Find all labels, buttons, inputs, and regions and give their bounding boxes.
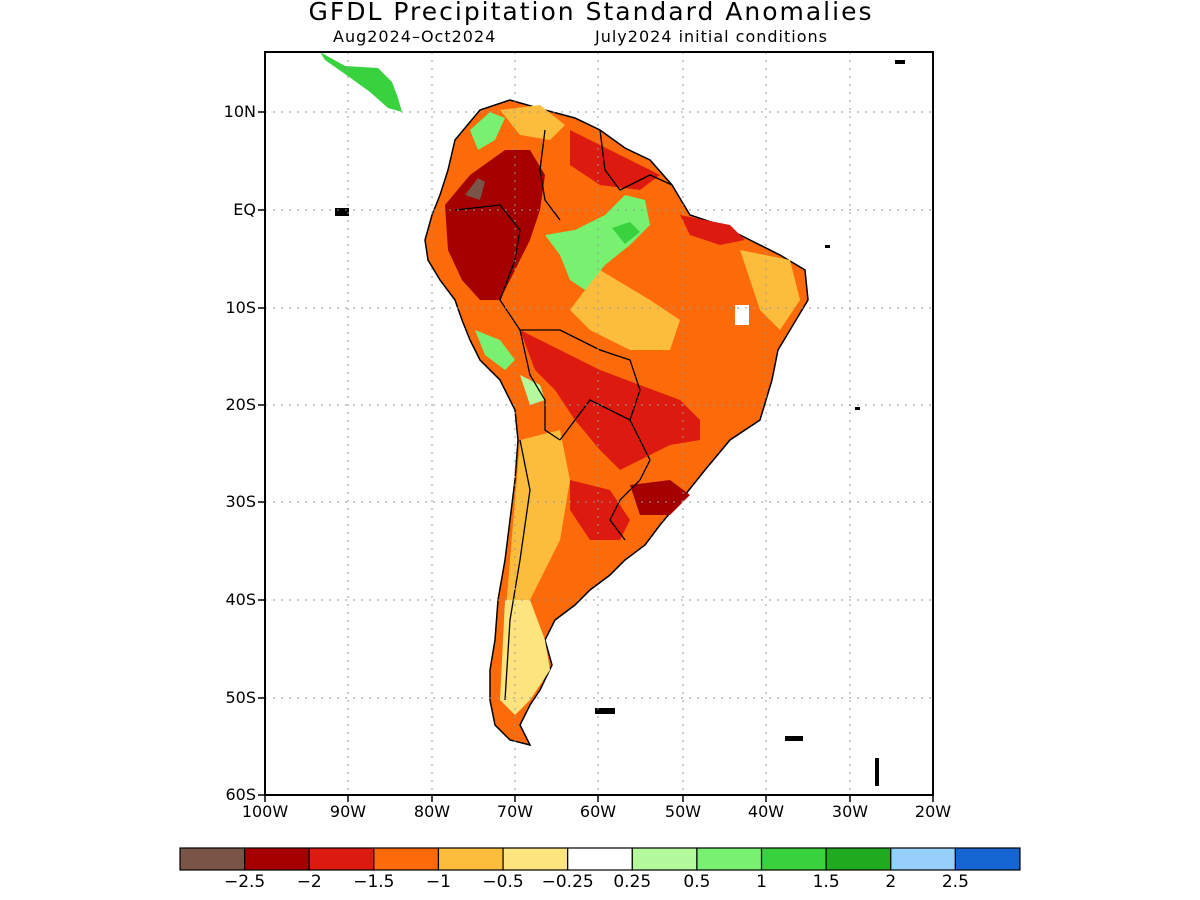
nw-amazon-dry [445,150,545,300]
colorbar-swatch [179,847,246,871]
colorbar-label: −0.25 [541,872,594,892]
lon-label: 30W [831,802,869,821]
colorbar-swatch [631,847,698,871]
lat-label: 30S [225,492,256,511]
colorbar-swatch [502,847,569,871]
lat-label: 10S [225,298,256,317]
colorbar-swatch [760,847,827,871]
colorbar [179,847,1021,871]
colorbar-label: −1.5 [353,872,395,892]
lon-label: 90W [329,802,367,821]
subtitle-period: Aug2024–Oct2024 [333,27,497,46]
colorbar-swatch [567,847,633,871]
lon-label: 60W [579,802,617,821]
colorbar-swatch [308,847,375,871]
colorbar-label: 1.5 [812,872,840,892]
subtitle-initial-conditions: July2024 initial conditions [595,27,828,46]
central-dry-band [520,330,700,470]
colorbar-label: −2.5 [223,872,266,892]
colorbar-label: −0.5 [482,872,524,892]
lon-label: 70W [496,802,534,821]
lat-label: 10N [223,102,256,121]
colorbar-label: 2.5 [941,872,969,892]
colorbar-label: 0.5 [683,872,711,892]
lat-label: 20S [225,395,256,414]
map-title: GFDL Precipitation Standard Anomalies [308,0,874,26]
colorbar-label: −2 [296,872,322,892]
amazon-wet-patch [545,195,650,290]
colorbar-swatch [890,847,956,871]
colorbar-label: 0.25 [613,872,652,892]
colorbar-swatch [244,847,310,871]
lon-label: 100W [241,802,289,821]
map-frame [264,51,934,796]
central-america-anomaly [320,52,402,112]
colorbar-swatch [954,847,1021,871]
lon-label: 80W [413,802,451,821]
lon-label: 40W [747,802,785,821]
colorbar-swatch [696,847,763,871]
colorbar-swatch [373,847,440,871]
colorbar-label: 2 [885,872,897,892]
colorbar-swatch [437,847,504,871]
lat-label: 40S [225,590,256,609]
colorbar-label: 1 [756,872,767,892]
lat-label: 50S [225,688,256,707]
colorbar-swatch [825,847,892,871]
lon-label: 50W [664,802,702,821]
lon-label: 20W [914,802,952,821]
lat-label: EQ [233,200,256,219]
colorbar-label: −1 [425,872,451,892]
lat-label: 60S [225,785,256,804]
